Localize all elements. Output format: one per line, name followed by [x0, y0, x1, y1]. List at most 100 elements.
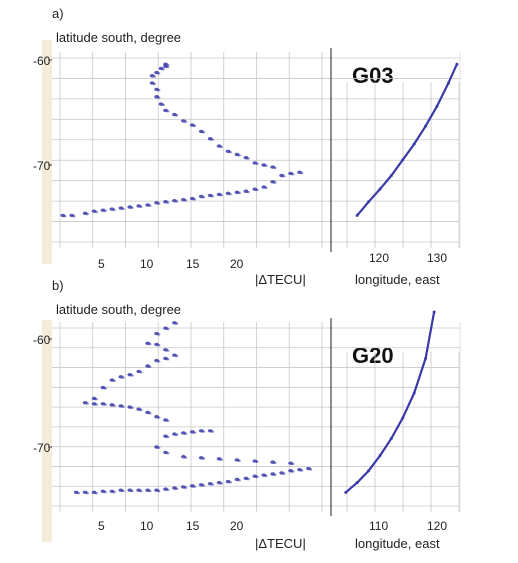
scatter-point — [184, 432, 188, 435]
panel-b-ylabel: latitude south, degree — [56, 302, 181, 317]
track-point — [367, 200, 371, 204]
scatter-point — [219, 145, 223, 149]
panel-a-xtick-15: 15 — [186, 257, 200, 271]
scatter-point — [228, 481, 232, 484]
scatter-point — [273, 473, 277, 476]
panel-a-ytick-70: -70 — [33, 159, 51, 173]
scatter-point — [175, 487, 179, 491]
scatter-point — [72, 215, 76, 218]
scatter-point — [237, 479, 241, 482]
scatter-point — [166, 65, 170, 69]
panel-a-lon-label: longitude, east — [355, 272, 440, 287]
scatter-point — [184, 456, 188, 459]
scatter-point — [282, 472, 286, 475]
scatter-point — [157, 446, 161, 449]
scatter-point — [157, 344, 161, 347]
track-point — [355, 213, 359, 217]
panel-b-lon-label: longitude, east — [355, 536, 440, 551]
scatter-point — [148, 365, 152, 368]
scatter-point — [237, 154, 241, 157]
scatter-point — [291, 173, 295, 176]
scatter-point — [103, 403, 107, 406]
panel-a-lon-tick-130: 130 — [427, 251, 447, 265]
panel-b-xtick-10: 10 — [140, 519, 154, 533]
scatter-point — [219, 458, 223, 461]
scatter-point — [152, 82, 156, 86]
panel-a-xlabel: |ΔTECU| — [255, 272, 306, 287]
scatter-point — [255, 188, 259, 192]
scatter-point — [264, 186, 268, 190]
panel-b-ytick-70: -70 — [33, 441, 51, 455]
scatter-point — [130, 489, 134, 493]
panel-b: b) latitude south, degree -60 -70 5 10 1… — [33, 278, 447, 551]
scatter-point — [94, 210, 98, 214]
scatter-point — [264, 474, 268, 478]
scatter-point — [112, 404, 116, 407]
track-line — [345, 311, 436, 494]
scatter-point — [175, 322, 179, 325]
scatter-point — [166, 358, 170, 361]
scatter-point — [63, 215, 67, 218]
panel-a-lon-tick-120: 120 — [369, 251, 389, 265]
scatter-point — [291, 470, 295, 473]
scatter-point — [157, 360, 161, 363]
track-point — [455, 62, 459, 66]
track-point — [424, 356, 428, 360]
panel-b-xlabel: |ΔTECU| — [255, 536, 306, 551]
track-point — [389, 174, 393, 177]
panel-a-xtick-20: 20 — [230, 257, 244, 271]
scatter-point — [219, 482, 223, 485]
scatter-point — [76, 491, 80, 495]
scatter-point — [273, 461, 277, 465]
scatter-point — [157, 333, 161, 336]
scatter-point — [166, 110, 170, 113]
scatter-point — [300, 171, 304, 175]
scatter-point — [291, 462, 295, 466]
scatter-point — [130, 406, 134, 410]
scatter-point — [184, 120, 188, 123]
panel-b-xtick-5: 5 — [98, 519, 105, 533]
panel-b-lon-tick-110: 110 — [369, 519, 388, 533]
scatter-point — [264, 164, 268, 167]
scatter-point — [148, 204, 152, 207]
scatter-point — [175, 354, 179, 358]
scatter-point — [282, 175, 286, 178]
scatter-point — [255, 460, 259, 464]
scatter-point — [121, 376, 125, 379]
scatter-point — [300, 469, 304, 472]
scatter-point — [201, 430, 206, 433]
scatter-point — [166, 201, 170, 204]
scatter-point — [166, 327, 170, 331]
scatter-point — [255, 475, 259, 479]
panel-b-xtick-20: 20 — [230, 519, 244, 533]
track-point — [378, 454, 382, 458]
panel-b-xtick-15: 15 — [186, 519, 200, 533]
track-point — [401, 416, 405, 420]
scatter-point — [85, 491, 89, 495]
scatter-point — [309, 468, 313, 471]
scatter-point — [201, 484, 206, 487]
track-point — [344, 490, 348, 494]
scatter-point — [166, 419, 170, 422]
scatter-point — [273, 181, 277, 184]
scatter-point — [184, 199, 188, 202]
scatter-point — [166, 435, 170, 439]
panel-a-xtick-10: 10 — [140, 257, 154, 271]
panel-a-xtick-5: 5 — [98, 257, 105, 271]
scatter-point — [148, 412, 152, 415]
track-point — [424, 124, 428, 128]
scatter-point — [85, 212, 89, 216]
scatter-point — [121, 489, 125, 493]
scatter-point — [210, 430, 214, 433]
scatter-point — [201, 131, 206, 134]
scatter-point — [246, 477, 250, 481]
track-point — [355, 481, 359, 485]
fade-accent-a — [42, 40, 52, 264]
scatter-point — [192, 124, 197, 128]
track-line — [356, 63, 458, 217]
scatter-point — [161, 68, 165, 71]
scatter-point — [139, 205, 143, 208]
scatter-point — [157, 489, 161, 493]
scatter-point — [210, 195, 214, 198]
